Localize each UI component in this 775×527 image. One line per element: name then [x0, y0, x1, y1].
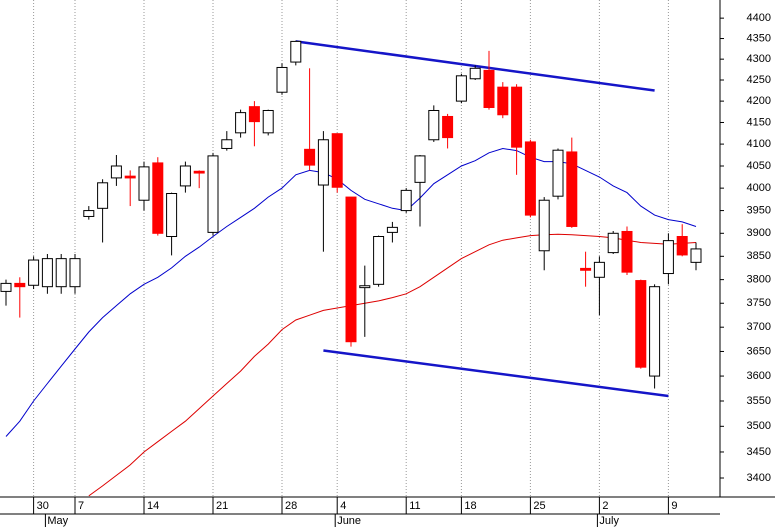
candle-body	[235, 112, 247, 134]
candle-body	[524, 141, 536, 216]
y-tick-label: 3400	[747, 472, 771, 484]
month-label: May	[47, 515, 68, 527]
candle-body	[635, 280, 647, 368]
candle-body	[331, 133, 343, 188]
candle-body	[207, 155, 219, 233]
candle-body	[14, 282, 26, 288]
candle-body	[580, 267, 592, 271]
x-tick-label: 4	[340, 500, 346, 512]
candle-body	[152, 162, 164, 234]
x-tick-label: 2	[602, 500, 608, 512]
candle-body	[662, 240, 674, 275]
candle-body	[538, 199, 550, 252]
y-tick-label: 3500	[747, 420, 771, 432]
candle-body	[621, 230, 633, 273]
y-tick-label: 3850	[747, 250, 771, 262]
candle-body	[221, 139, 233, 149]
candle-body	[304, 148, 316, 166]
y-tick-label: 4250	[747, 74, 771, 86]
x-tick-label: 7	[78, 500, 84, 512]
candle-body	[497, 86, 509, 116]
y-tick-label: 3650	[747, 345, 771, 357]
x-tick-label: 21	[216, 500, 228, 512]
candle-body	[552, 149, 564, 197]
y-tick-label: 3900	[747, 227, 771, 239]
month-label: July	[599, 515, 619, 527]
candle-body	[97, 182, 109, 209]
y-tick-label: 4000	[747, 182, 771, 194]
y-tick-label: 3600	[747, 370, 771, 382]
candle-body	[193, 170, 205, 174]
candle-body	[442, 115, 454, 139]
x-tick-label: 28	[285, 500, 297, 512]
candle-body	[593, 261, 605, 278]
candle-body	[69, 258, 81, 288]
candle-body	[386, 226, 398, 233]
x-tick-label: 9	[671, 500, 677, 512]
candle-body	[0, 282, 12, 292]
x-tick-label: 18	[464, 500, 476, 512]
y-tick-label: 3950	[747, 204, 771, 216]
candle-body	[455, 75, 467, 102]
y-tick-label: 4400	[747, 12, 771, 24]
y-tick-label: 4150	[747, 116, 771, 128]
moving-average	[5, 147, 697, 437]
y-tick-label: 3550	[747, 395, 771, 407]
candle-body	[649, 286, 661, 377]
x-tick-label: 14	[147, 500, 159, 512]
y-tick-label: 3750	[747, 297, 771, 309]
y-tick-label: 4300	[747, 53, 771, 65]
y-tick-label: 4350	[747, 32, 771, 44]
candle-body	[276, 66, 288, 93]
candle-body	[41, 258, 53, 288]
candle-body	[110, 165, 122, 179]
month-label: June	[337, 515, 361, 527]
candle-body	[166, 193, 178, 238]
grid	[33, 0, 669, 497]
candle-body	[566, 151, 578, 227]
candle-body	[676, 236, 688, 256]
candle-body	[607, 232, 619, 254]
candle-body	[317, 139, 329, 186]
candle-body	[179, 165, 191, 187]
candle-body	[469, 67, 481, 80]
candle-body	[124, 175, 136, 179]
y-tick-label: 4100	[747, 138, 771, 150]
y-tick-label: 4200	[747, 95, 771, 107]
candle-body	[83, 210, 95, 217]
candles	[0, 40, 702, 389]
y-tick-label: 4050	[747, 160, 771, 172]
y-tick-label: 3700	[747, 321, 771, 333]
x-tick-label: 25	[533, 500, 545, 512]
y-tick-label: 3450	[747, 446, 771, 458]
candle-body	[359, 285, 371, 289]
candle-body	[690, 248, 702, 263]
candle-body	[414, 155, 426, 183]
candle-body	[138, 166, 150, 201]
x-tick-label: 30	[37, 500, 49, 512]
candle-body	[290, 40, 302, 63]
candle-body	[262, 109, 274, 134]
candle-body	[55, 258, 67, 288]
x-tick-label: 11	[409, 500, 420, 512]
moving-average	[88, 233, 697, 497]
candle-body	[373, 236, 385, 285]
candle-body	[511, 86, 523, 148]
candle-body	[400, 189, 412, 212]
candle-body	[483, 69, 495, 109]
candle-body	[248, 106, 260, 123]
candle-body	[28, 259, 40, 286]
candle-body	[428, 109, 440, 141]
y-tick-label: 3800	[747, 274, 771, 286]
trend-line	[323, 349, 669, 398]
candle-body	[345, 196, 357, 343]
